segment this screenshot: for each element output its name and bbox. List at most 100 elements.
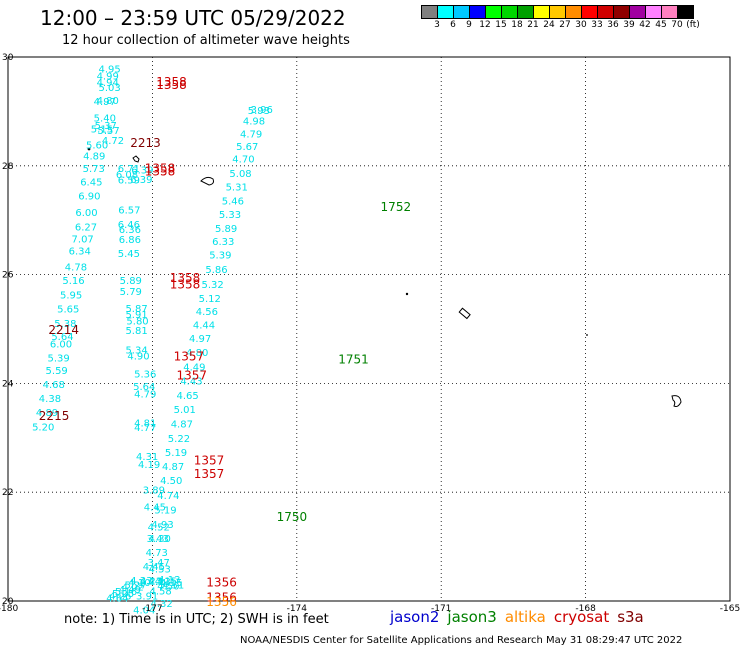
pass-time-label: 1750 bbox=[277, 510, 308, 524]
x-tick-label: -168 bbox=[575, 604, 596, 614]
wave-height-value: 4.74 bbox=[157, 491, 179, 502]
wave-height-value: 5.57 bbox=[98, 126, 120, 137]
island-outline bbox=[405, 292, 409, 296]
wave-height-value: 6.27 bbox=[75, 223, 97, 234]
legend-label: 30 bbox=[575, 20, 587, 30]
wave-height-value: 5.36 bbox=[134, 370, 156, 381]
wave-height-value: 5.46 bbox=[222, 197, 244, 208]
wave-height-value: 5.12 bbox=[199, 294, 221, 305]
wave-height-value: 4.51 bbox=[162, 580, 184, 591]
wave-height-value: 4.02 bbox=[122, 583, 144, 594]
wave-height-value: 5.08 bbox=[229, 169, 251, 180]
axis-labels: -180 -177 -174 -171 -168 -165 20 22 24 26 28 30 bbox=[0, 53, 740, 614]
wave-height-value: 6.57 bbox=[118, 205, 140, 216]
wave-height-value: 6.08 bbox=[116, 170, 138, 181]
legend-swatch bbox=[677, 5, 694, 19]
island-outline bbox=[671, 395, 682, 407]
wave-height-value: 4.87 bbox=[171, 420, 193, 431]
legend-label: 33 bbox=[591, 20, 603, 30]
legend-label: 70 bbox=[671, 20, 683, 30]
pass-time-label: 1356 bbox=[206, 595, 237, 609]
wave-height-value: 5.22 bbox=[168, 434, 190, 445]
x-tick-label: -171 bbox=[431, 604, 451, 614]
pass-time-label: 2213 bbox=[130, 136, 161, 150]
wave-height-value: 4.98 bbox=[243, 117, 265, 128]
island-outline bbox=[132, 155, 140, 163]
wave-height-value: 4.43 bbox=[180, 377, 202, 388]
wave-height-value: 4.50 bbox=[157, 582, 179, 593]
wave-height-value: 4.26 bbox=[109, 591, 131, 602]
land-features bbox=[87, 147, 682, 407]
satellite-legend: jason2 jason3 altika cryosat s3a bbox=[390, 608, 652, 626]
wave-height-value: 5.33 bbox=[219, 210, 241, 221]
wave-height-value: 4.15 bbox=[155, 577, 177, 588]
wave-height-value: 5.16 bbox=[62, 276, 84, 287]
credit-line: NOAA/NESDIS Center for Satellite Applica… bbox=[240, 635, 683, 646]
wave-height-value: 3.91 bbox=[136, 592, 158, 603]
wave-height-value: 4.89 bbox=[83, 151, 105, 162]
x-tick-label: -177 bbox=[142, 604, 162, 614]
wave-height-value: 5.89 bbox=[120, 276, 142, 287]
wave-height-value: 4.19 bbox=[138, 460, 160, 471]
pass-time-label: 1356 bbox=[206, 591, 237, 605]
wave-height-value: 4.44 bbox=[193, 321, 215, 332]
pass-time-label: 1357 bbox=[194, 467, 225, 481]
wave-height-value: 6.36 bbox=[119, 225, 141, 236]
legend-label: 39 bbox=[623, 20, 635, 30]
wave-height-value: 4.80 bbox=[97, 96, 119, 107]
wave-height-value: 5.38 bbox=[54, 319, 76, 330]
wave-height-value: 5.67 bbox=[236, 142, 258, 153]
wave-height-value: 4.31 bbox=[136, 452, 158, 463]
wave-height-value: 5.19 bbox=[165, 448, 187, 459]
wave-height-value: 4.89 bbox=[36, 408, 58, 419]
wave-height-value: 5.95 bbox=[60, 291, 82, 302]
wave-height-value: 6.46 bbox=[118, 220, 140, 231]
pass-time-label: 1751 bbox=[338, 352, 369, 366]
chart-subtitle: 12 hour collection of altimeter wave hei… bbox=[62, 33, 350, 48]
wave-height-value: 6.39 bbox=[131, 166, 153, 177]
wave-height-value: 5.25 bbox=[112, 589, 134, 600]
satellite-name: altika bbox=[504, 608, 546, 626]
y-tick-label: 20 bbox=[2, 597, 14, 607]
satellite-name: cryosat bbox=[553, 608, 610, 626]
chart-title: 12:00 – 23:59 UTC 05/29/2022 bbox=[40, 6, 346, 30]
pass-time-label: 1358 bbox=[170, 271, 201, 285]
wave-height-value: 3.43 bbox=[147, 534, 169, 545]
units-note: note: 1) Time is in UTC; 2) SWH is in fe… bbox=[64, 612, 329, 627]
wave-height-value: 5.45 bbox=[118, 249, 140, 260]
wave-height-value: 4.56 bbox=[196, 307, 218, 318]
y-tick-label: 22 bbox=[2, 488, 13, 498]
wave-height-value: 3.96 bbox=[251, 105, 273, 116]
legend-label: 45 bbox=[655, 20, 667, 30]
plot-frame bbox=[7, 56, 731, 602]
wave-height-value: 4.23 bbox=[140, 576, 162, 587]
wave-height-value: 4.65 bbox=[176, 391, 198, 402]
wave-height-value: 6.86 bbox=[119, 235, 141, 246]
island-outline bbox=[200, 176, 214, 186]
pass-time-label: 1358 bbox=[170, 277, 201, 291]
wave-height-value: 4.64 bbox=[106, 593, 128, 604]
wave-height-value: 4.79 bbox=[240, 130, 262, 141]
wave-height-value: 5.64 bbox=[51, 332, 73, 343]
pass-time-label: 2214 bbox=[48, 323, 79, 337]
wave-height-value: 4.78 bbox=[65, 262, 87, 273]
pass-time-label: 1358 bbox=[156, 78, 187, 92]
wave-height-value: 4.38 bbox=[39, 394, 61, 405]
y-tick-label: 26 bbox=[2, 271, 14, 281]
wave-height-value: 5.31 bbox=[226, 182, 248, 193]
wave-height-value: 4.45 bbox=[143, 562, 165, 573]
island-outline bbox=[87, 147, 91, 151]
wave-height-value: 6.59 bbox=[118, 175, 140, 186]
wave-height-value: 4.04 bbox=[133, 606, 155, 617]
wave-height-value: 4.87 bbox=[162, 462, 184, 473]
island-outline bbox=[458, 307, 471, 320]
legend-label: 12 bbox=[479, 20, 491, 30]
legend-label: 24 bbox=[543, 20, 555, 30]
legend-swatches bbox=[421, 5, 731, 19]
legend-label: 18 bbox=[511, 20, 523, 30]
wave-height-value: 4.70 bbox=[232, 155, 254, 166]
wave-height-value: 3.47 bbox=[148, 558, 170, 569]
wave-height-value: 4.15 bbox=[160, 578, 182, 589]
wave-height-value: 5.60 bbox=[86, 141, 108, 152]
